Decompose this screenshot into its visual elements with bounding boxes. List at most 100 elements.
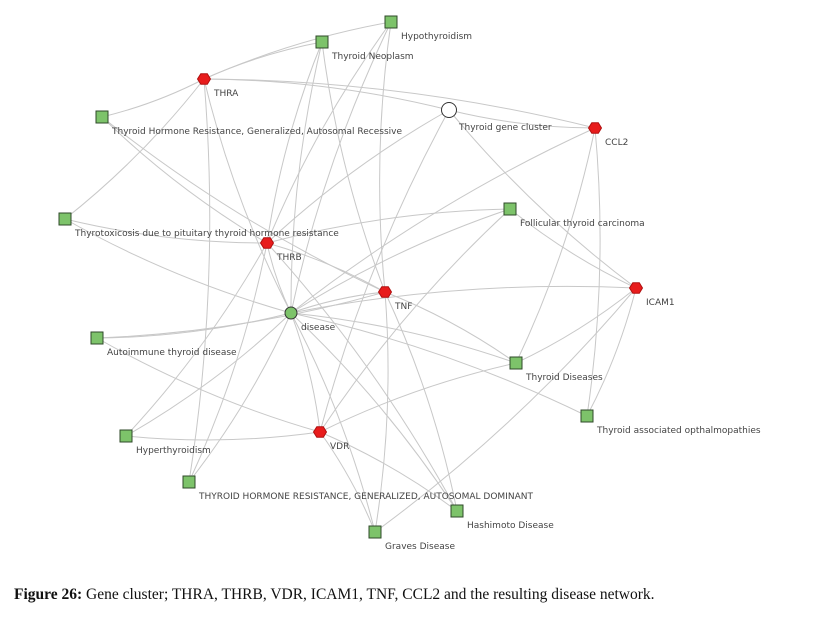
- edge-vdr-tdis: [319, 362, 517, 433]
- node-label: THRA: [213, 89, 239, 99]
- edge-disease-hash: [290, 312, 458, 512]
- disease-square-icon: [450, 504, 464, 518]
- edge-icam1-tdis: [515, 287, 637, 364]
- node-label: Hashimoto Disease: [467, 521, 554, 531]
- node-graves[interactable]: Graves Disease: [368, 525, 455, 552]
- node-disease[interactable]: disease: [284, 306, 336, 333]
- edge-disease-vdr: [290, 312, 321, 433]
- disease-square-icon: [58, 212, 72, 226]
- node-dom[interactable]: THYROID HORMONE RESISTANCE, GENERALIZED,…: [182, 475, 533, 502]
- gene-hexagon-icon: [628, 282, 644, 294]
- edge-thrb-neo: [266, 41, 323, 244]
- disease-square-icon: [182, 475, 196, 489]
- disease-square-icon: [509, 356, 523, 370]
- node-icam1[interactable]: ICAM1: [628, 282, 675, 308]
- edge-icam1-graves: [374, 287, 637, 533]
- node-cluster[interactable]: Thyroid gene cluster: [441, 102, 552, 134]
- edge-thra-rec: [101, 78, 205, 118]
- edge-vdr-auto: [96, 337, 321, 433]
- node-label: Thyroid Neoplasm: [331, 52, 414, 62]
- edge-thrb-dom: [188, 242, 268, 483]
- figure-caption: Figure 26: Gene cluster; THRA, THRB, VDR…: [14, 586, 655, 604]
- node-label: Graves Disease: [385, 542, 455, 552]
- edge-vdr-hash: [319, 431, 458, 512]
- edge-disease-thra: [203, 78, 292, 314]
- disease-square-icon: [503, 202, 517, 216]
- nodes: Hypothyroidism Thyroid Neoplasm THRA Thyroi…: [58, 15, 761, 552]
- gene-hexagon-icon: [196, 73, 212, 85]
- node-label: VDR: [330, 442, 349, 452]
- disease-square-icon: [119, 429, 133, 443]
- edge-tnf-tdis: [384, 291, 517, 364]
- edge-disease-auto: [96, 312, 292, 339]
- node-label: Thyroid Diseases: [525, 373, 603, 383]
- node-label: TNF: [394, 302, 412, 312]
- edge-thrb-hash: [266, 242, 458, 512]
- node-label: Thyroid Hormone Resistance, Generalized,…: [111, 127, 402, 137]
- edge-thra-ccl2: [203, 78, 596, 129]
- edge-thrb-tnf: [266, 242, 386, 293]
- disease-square-icon: [315, 35, 329, 49]
- edge-disease-tao: [290, 312, 588, 417]
- edge-disease-dom: [188, 312, 292, 483]
- edge-icam1-cluster: [448, 109, 637, 289]
- disease-square-icon: [580, 409, 594, 423]
- edge-thrb-hypo: [266, 21, 392, 244]
- caption-text: Gene cluster; THRA, THRB, VDR, ICAM1, TN…: [82, 586, 655, 603]
- cluster-circle-icon: [441, 102, 457, 118]
- root-circle-icon: [284, 306, 298, 320]
- edge-icam1-fol: [509, 208, 637, 289]
- edge-tnf-neo: [321, 41, 386, 293]
- node-tnf[interactable]: TNF: [377, 286, 413, 312]
- edge-thrb-tox: [64, 218, 268, 244]
- edge-disease-hyper: [125, 312, 292, 437]
- edge-disease-thrb: [266, 242, 292, 314]
- node-label: THYROID HORMONE RESISTANCE, GENERALIZED,…: [198, 492, 533, 502]
- edge-disease-neo: [290, 41, 323, 314]
- node-label: THRB: [276, 253, 302, 263]
- edge-thrb-cluster: [266, 109, 450, 244]
- node-tox[interactable]: Thyrotoxicosis due to pituitary thyroid …: [58, 212, 339, 239]
- node-hash[interactable]: Hashimoto Disease: [450, 504, 554, 531]
- node-hypo[interactable]: Hypothyroidism: [384, 15, 472, 42]
- edge-thra-neo: [203, 41, 323, 80]
- node-label: disease: [301, 323, 336, 333]
- edge-ccl2-tdis: [515, 127, 596, 364]
- node-auto[interactable]: Autoimmune thyroid disease: [90, 331, 237, 358]
- disease-square-icon: [368, 525, 382, 539]
- node-neo[interactable]: Thyroid Neoplasm: [315, 35, 414, 62]
- node-label: Autoimmune thyroid disease: [107, 348, 237, 358]
- edge-tnf-hash: [384, 291, 458, 512]
- edge-thra-cluster: [203, 78, 450, 111]
- node-fol[interactable]: Follicular thyroid carcinoma: [503, 202, 645, 229]
- edge-disease-hypo: [290, 21, 392, 314]
- edge-tnf-rec: [101, 116, 386, 293]
- node-hyper[interactable]: Hyperthyroidism: [119, 429, 211, 456]
- edge-vdr-hyper: [125, 431, 321, 441]
- node-label: Hyperthyroidism: [136, 446, 211, 456]
- node-rec[interactable]: Thyroid Hormone Resistance, Generalized,…: [95, 110, 402, 137]
- node-thrb[interactable]: THRB: [259, 237, 302, 263]
- edges: [64, 21, 637, 533]
- node-ccl2[interactable]: CCL2: [587, 122, 629, 148]
- edge-disease-ccl2: [290, 127, 596, 314]
- gene-hexagon-icon: [377, 286, 393, 298]
- node-thra[interactable]: THRA: [196, 73, 240, 99]
- edge-ccl2-cluster: [448, 109, 596, 129]
- edge-ccl2-tao: [586, 127, 601, 417]
- edge-disease-fol: [290, 208, 511, 314]
- edge-vdr-cluster: [319, 109, 450, 433]
- gene-hexagon-icon: [259, 237, 275, 249]
- edge-thrb-fol: [266, 208, 511, 244]
- gene-disease-network: Hypothyroidism Thyroid Neoplasm THRA Thyroi…: [58, 15, 761, 552]
- edge-thra-hypo: [203, 21, 392, 80]
- disease-square-icon: [384, 15, 398, 29]
- caption-label: Figure 26:: [14, 586, 83, 603]
- node-vdr[interactable]: VDR: [312, 426, 350, 452]
- edge-disease-tnf: [290, 291, 386, 314]
- node-tao[interactable]: Thyroid associated opthalmopathies: [580, 409, 761, 436]
- edge-vdr-graves: [319, 431, 376, 533]
- node-label: CCL2: [605, 138, 628, 148]
- edge-thra-tox: [64, 78, 205, 220]
- node-tdis[interactable]: Thyroid Diseases: [509, 356, 603, 383]
